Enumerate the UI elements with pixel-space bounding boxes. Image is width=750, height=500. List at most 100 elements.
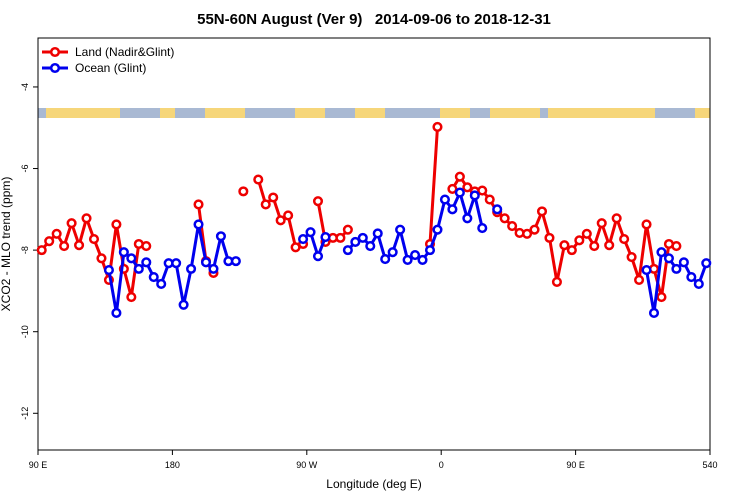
point [439, 194, 450, 205]
point [529, 224, 540, 235]
ocean-patch [470, 108, 490, 118]
point [402, 254, 413, 265]
point [499, 213, 510, 224]
point [701, 258, 712, 269]
point [372, 228, 383, 239]
point [469, 190, 480, 201]
point [335, 232, 346, 243]
point [126, 291, 137, 303]
point [589, 240, 600, 252]
x-tick-label: 180 [165, 460, 180, 470]
point [74, 240, 85, 251]
point [611, 213, 622, 224]
point [566, 245, 577, 256]
point [424, 245, 436, 256]
ocean-patch [385, 108, 440, 118]
point [44, 236, 55, 247]
ocean-patch [325, 108, 355, 118]
y-tick-label: -12 [20, 407, 30, 420]
point [522, 228, 533, 239]
point [51, 228, 62, 239]
x-tick-label: 90 E [29, 460, 48, 470]
point [641, 265, 652, 276]
point [663, 253, 674, 264]
point [693, 278, 704, 290]
point [148, 271, 159, 283]
point [365, 240, 376, 252]
point [342, 224, 353, 235]
point [447, 183, 458, 194]
y-tick-label: -6 [20, 165, 30, 173]
ocean-patch [245, 108, 295, 118]
point [193, 199, 204, 210]
point [141, 257, 152, 268]
point [686, 271, 697, 283]
point [193, 219, 204, 230]
point [559, 240, 570, 251]
point [671, 263, 682, 274]
point [59, 240, 70, 252]
ocean-patch [540, 108, 548, 118]
point [574, 235, 585, 246]
point [36, 245, 47, 256]
point [484, 194, 495, 205]
point [96, 253, 107, 264]
point [103, 265, 114, 276]
point [380, 254, 391, 265]
point [283, 210, 294, 221]
point [312, 251, 324, 262]
point [238, 186, 249, 197]
point [641, 219, 652, 230]
land-ocean-strip [38, 108, 710, 118]
point [268, 192, 279, 203]
point [417, 254, 428, 265]
point [648, 307, 660, 318]
point [111, 219, 122, 230]
point [312, 196, 324, 207]
point [260, 199, 271, 210]
x-axis-label: Longitude (deg E) [326, 477, 421, 491]
point [462, 182, 473, 193]
point [507, 221, 518, 232]
point [604, 240, 615, 251]
point [320, 232, 331, 243]
point [81, 213, 92, 224]
point [186, 263, 197, 274]
point [275, 215, 286, 226]
point [88, 234, 100, 245]
point [634, 274, 645, 285]
point [118, 247, 129, 258]
point [536, 206, 548, 217]
point [342, 245, 353, 256]
ocean-patch [120, 108, 160, 118]
legend-label: Land (Nadir&Glint) [75, 45, 174, 59]
legend-label: Ocean (Glint) [75, 61, 146, 75]
point [253, 174, 264, 185]
x-tick-label: 90 W [296, 460, 318, 470]
point [111, 307, 122, 318]
point [656, 247, 667, 258]
point [208, 263, 219, 274]
point [619, 234, 630, 245]
chart-title: 55N-60N August (Ver 9) 2014-09-06 to 201… [197, 11, 551, 28]
x-tick-label: 540 [702, 460, 717, 470]
point [395, 224, 406, 235]
point [596, 218, 607, 229]
ocean-patch [655, 108, 695, 118]
point [462, 213, 473, 224]
point [357, 232, 368, 243]
legend-marker [49, 62, 61, 74]
point [178, 299, 189, 310]
plot-frame [37, 37, 711, 451]
point [215, 231, 226, 242]
ocean-patch [175, 108, 205, 118]
point [298, 234, 309, 245]
point [141, 240, 152, 252]
point [656, 291, 667, 303]
point [200, 257, 212, 268]
point [477, 185, 488, 196]
x-tick-label: 90 E [566, 460, 585, 470]
point [678, 257, 689, 268]
point [581, 228, 592, 239]
point [350, 236, 361, 248]
